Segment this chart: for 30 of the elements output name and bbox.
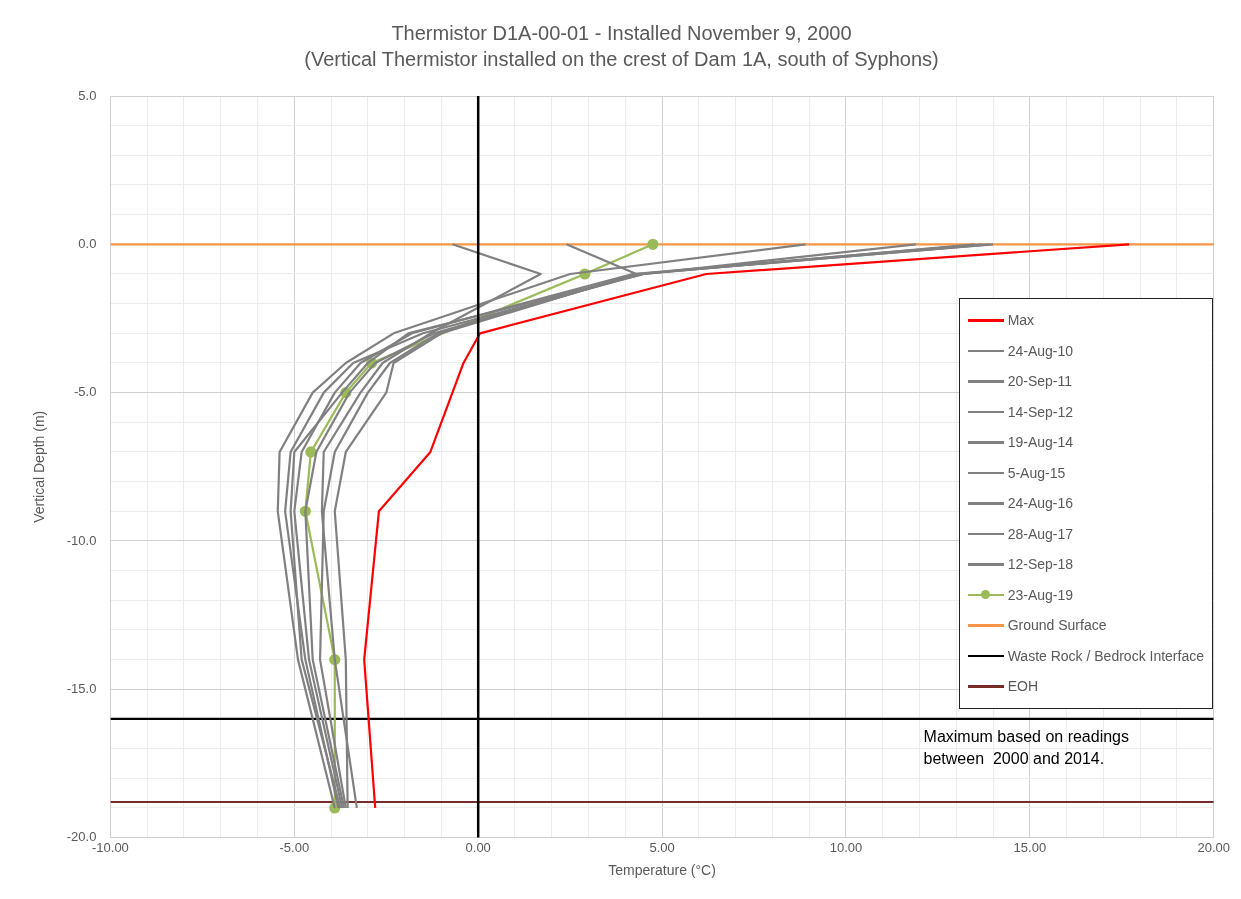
- x-tick-label: 0.00: [465, 839, 491, 855]
- y-tick-label: -5.0: [74, 384, 97, 400]
- legend-label: Waste Rock / Bedrock Interface: [1007, 647, 1204, 664]
- legend-label: 12-Sep-18: [1007, 556, 1074, 573]
- y-tick-label: 5.0: [78, 87, 97, 103]
- y-tick-label: -10.0: [66, 532, 97, 548]
- y-tick-label: -15.0: [66, 680, 97, 696]
- chart-title: Thermistor D1A-00-01 - Installed November 9, 2000: [391, 21, 852, 44]
- legend-label: 14-Sep-12: [1007, 403, 1074, 420]
- x-tick-label: 15.00: [1013, 839, 1047, 855]
- legend-label: 20-Sep-11: [1007, 373, 1072, 390]
- x-tick-label: 20.00: [1197, 839, 1231, 855]
- y-axis-title: Vertical Depth (m): [31, 410, 48, 523]
- y-tick-label: 0.0: [78, 235, 97, 251]
- x-tick-label: 10.00: [829, 839, 863, 855]
- legend-label: Ground Surface: [1007, 617, 1107, 634]
- annotation: Maximum based on readings between 2000 and 2014.: [923, 728, 1129, 768]
- legend-label: 23-Aug-19: [1007, 586, 1074, 603]
- y-tick-label: -20.0: [66, 829, 97, 845]
- x-tick-label: 5.00: [649, 839, 675, 855]
- legend-label: 24-Aug-10: [1007, 342, 1074, 359]
- legend-label: 28-Aug-17: [1007, 525, 1074, 542]
- legend-label: 24-Aug-16: [1007, 495, 1074, 512]
- chart-subtitle: (Vertical Thermistor installed on the crest of Dam 1A, south of Syphons): [304, 47, 939, 70]
- x-tick-label: -5.00: [279, 839, 310, 855]
- legend-label: 19-Aug-14: [1007, 434, 1074, 451]
- legend-label: EOH: [1007, 678, 1038, 695]
- legend-label: Max: [1007, 312, 1035, 329]
- legend-label: 5-Aug-15: [1007, 464, 1066, 481]
- x-axis-title: Temperature (°C): [608, 862, 716, 879]
